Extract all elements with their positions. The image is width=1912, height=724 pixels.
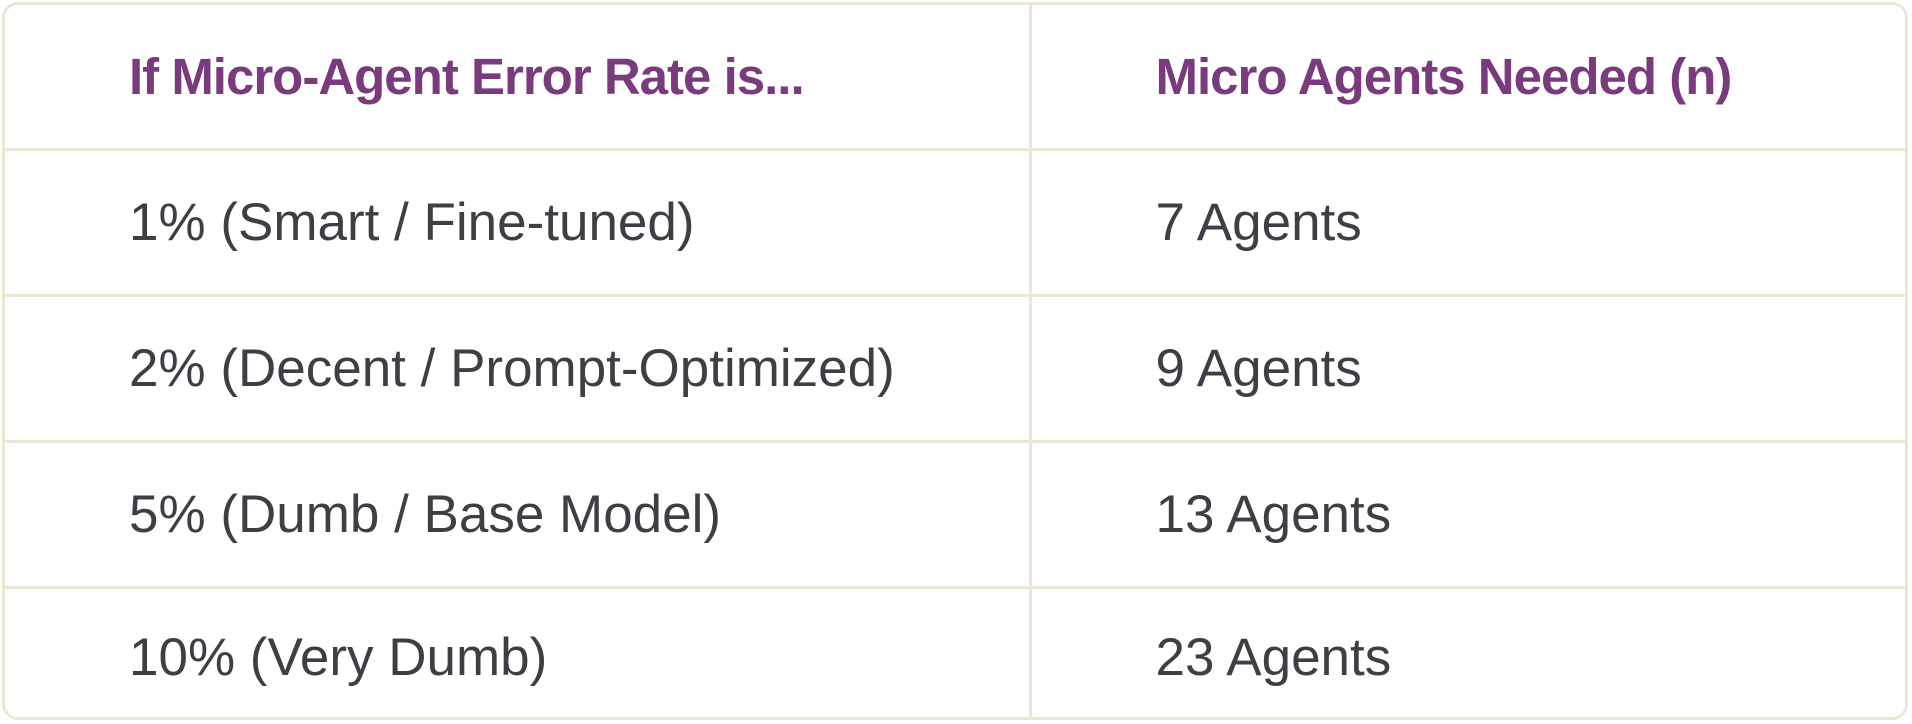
cell-agents-needed: 9 Agents xyxy=(1030,295,1905,443)
table-row: 10% (Very Dumb) 23 Agents xyxy=(5,587,1905,717)
cell-agents-needed: 23 Agents xyxy=(1155,628,1392,688)
table-header-row: If Micro-Agent Error Rate is... Micro Ag… xyxy=(5,5,1905,151)
table-row: 2% (Decent / Prompt-Optimized) 9 Agents xyxy=(5,295,1905,443)
column-header-error-rate: If Micro-Agent Error Rate is... xyxy=(5,5,1032,151)
cell-agents-needed: 13 Agents xyxy=(1030,441,1905,589)
cell-error-rate: 2% (Decent / Prompt-Optimized) xyxy=(5,295,1032,443)
error-rate-table: If Micro-Agent Error Rate is... Micro Ag… xyxy=(5,5,1905,717)
table-row: 5% (Dumb / Base Model) 13 Agents xyxy=(5,441,1905,589)
cell-error-rate: 10% (Very Dumb) xyxy=(5,587,1032,717)
column-header-agents-needed: Micro Agents Needed (n) xyxy=(1030,5,1905,151)
cell-error-rate: 5% (Dumb / Base Model) xyxy=(5,441,1032,589)
cell-error-rate: 1% (Smart / Fine-tuned) xyxy=(5,149,1032,297)
table-row: 1% (Smart / Fine-tuned) 7 Agents xyxy=(5,149,1905,297)
cell-agents-needed: 7 Agents xyxy=(1030,149,1905,297)
